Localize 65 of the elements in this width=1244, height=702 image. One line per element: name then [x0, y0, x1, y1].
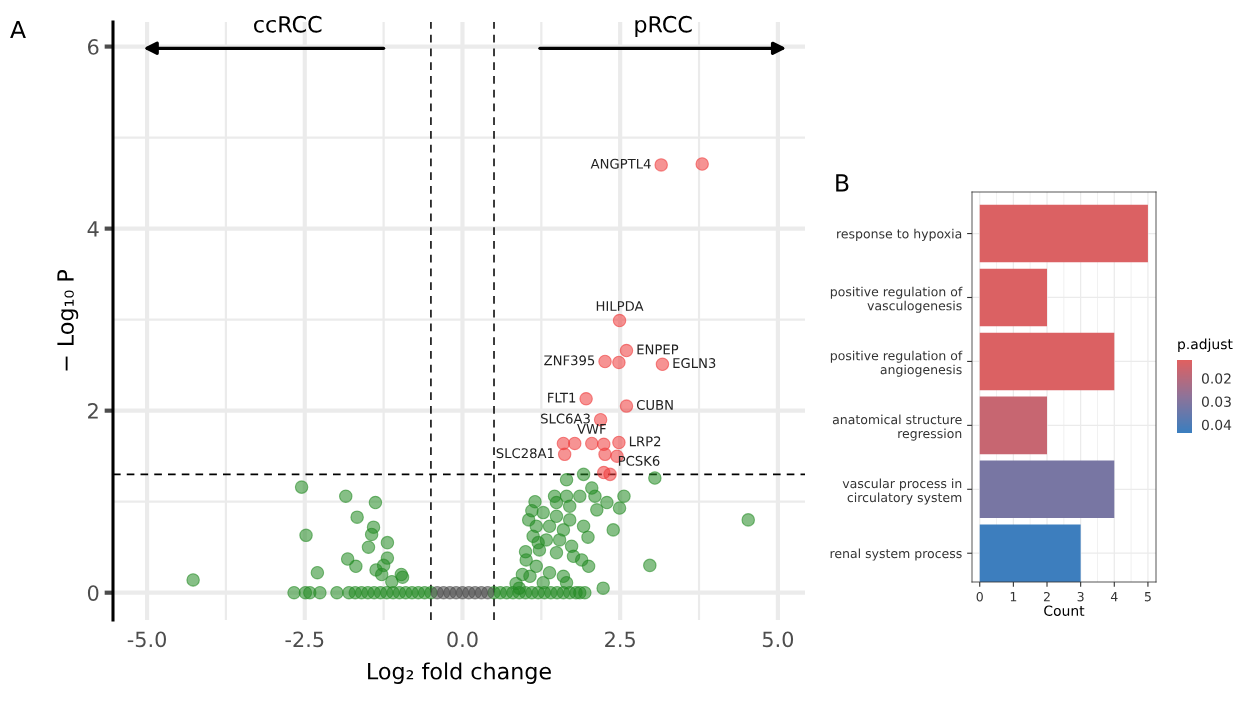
point — [619, 399, 634, 413]
annotation: CUBN — [636, 399, 673, 410]
x-axis-title: Count — [1044, 605, 1085, 616]
point — [557, 447, 572, 462]
y-tick-label: positive regulation of angiogenesis — [830, 350, 963, 377]
point — [598, 354, 612, 369]
y-tick-label: vascular process in circulatory system — [842, 478, 962, 505]
annotation: ENPEP — [637, 344, 679, 355]
y-tick-label: renal system process — [830, 548, 962, 561]
bar — [979, 332, 1115, 391]
annotation: PCSK6 — [618, 455, 660, 466]
annotation: ZNF395 — [544, 355, 595, 366]
x-tick-label: 5 — [1144, 592, 1151, 602]
point — [567, 436, 582, 451]
y-tick-label: 6 — [88, 39, 99, 55]
legend-title: p.adjust — [1178, 338, 1233, 352]
x-tick-label: 3 — [1077, 591, 1084, 602]
x-tick-label: 0.0 — [447, 631, 478, 648]
point — [598, 447, 612, 462]
point — [619, 343, 634, 358]
point — [612, 313, 627, 328]
point — [480, 585, 495, 600]
annotation: SLC28A1 — [496, 448, 554, 459]
color-bar-label: 0.02 — [1201, 373, 1231, 384]
annotation: SLC6A3 — [541, 413, 590, 424]
text: A — [10, 20, 26, 39]
annotation: FLT1 — [548, 392, 576, 403]
annotation: ANGPTL4 — [590, 158, 651, 169]
annotation: pRCC — [635, 15, 692, 37]
annotation: LRP2 — [629, 436, 661, 447]
color-bar-label: 0.03 — [1201, 396, 1231, 407]
y-tick-label: positive regulation of vasculogenesis — [830, 286, 963, 313]
y-tick-label: 2 — [88, 403, 98, 419]
x-tick-label: 0 — [976, 591, 983, 602]
annotation: EGLN3 — [673, 358, 716, 369]
x-tick-label: 5.0 — [762, 631, 794, 648]
point — [695, 157, 709, 171]
point — [603, 467, 617, 482]
y-tick-label: anatomical structure regression — [832, 414, 962, 441]
bar — [979, 268, 1048, 327]
annotation: VWF — [577, 424, 606, 434]
y-tick-label: 4 — [87, 221, 99, 237]
x-axis-title: Log₂ fold change — [368, 662, 551, 684]
point — [585, 436, 599, 451]
x-tick-label: -2.5 — [285, 631, 324, 648]
y-tick-label: response to hypoxia — [837, 228, 962, 241]
bar — [979, 204, 1148, 263]
annotation: ccRCC — [254, 15, 322, 33]
x-tick-label: 1 — [1010, 592, 1017, 602]
x-tick-label: 4 — [1110, 592, 1118, 602]
point — [579, 392, 593, 406]
y-axis-title: − Log₁₀ P — [57, 269, 79, 371]
color-bar-label: 0.04 — [1201, 419, 1232, 431]
text: B — [836, 174, 849, 192]
bar — [979, 396, 1048, 455]
x-tick-label: 2 — [1043, 591, 1050, 602]
annotation: HILPDA — [596, 301, 644, 311]
point — [655, 357, 670, 372]
bar — [979, 460, 1115, 519]
x-tick-label: -5.0 — [127, 631, 167, 648]
point — [654, 158, 668, 172]
x-tick-label: 2.5 — [605, 631, 635, 648]
bar — [979, 524, 1081, 582]
point — [612, 435, 626, 450]
point — [612, 355, 626, 370]
